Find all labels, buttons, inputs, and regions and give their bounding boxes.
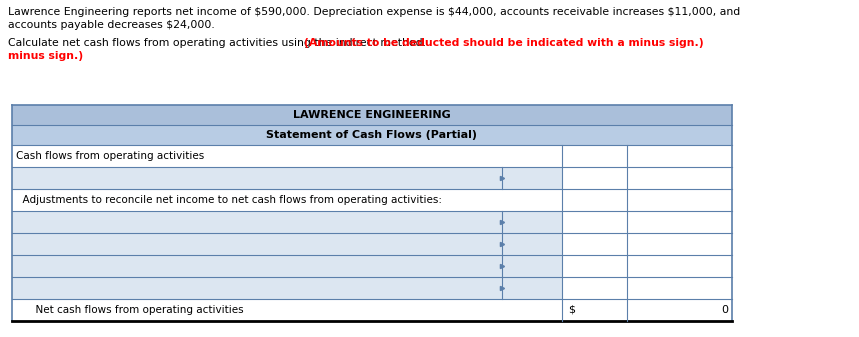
Bar (12, 189, 732, 211)
Text: 0: 0 (721, 305, 728, 315)
Text: Calculate net cash flows from operating activities using the indirect method.: Calculate net cash flows from operating … (8, 38, 430, 48)
Bar (12, 145, 732, 167)
Bar (502, 211, 562, 233)
Bar (12, 125, 732, 145)
Bar (12, 211, 732, 233)
Bar (12, 233, 732, 255)
Bar (12, 277, 502, 299)
Text: accounts payable decreases $24,000.: accounts payable decreases $24,000. (8, 20, 215, 30)
Bar (12, 167, 502, 189)
Bar (12, 299, 732, 321)
Bar (12, 167, 732, 189)
Bar (502, 233, 562, 255)
Text: Lawrence Engineering reports net income of $590,000. Depreciation expense is $44: Lawrence Engineering reports net income … (8, 7, 740, 17)
Text: Cash flows from operating activities: Cash flows from operating activities (16, 151, 204, 161)
Bar (12, 255, 502, 277)
Bar (12, 233, 502, 255)
Bar (502, 167, 562, 189)
Bar (12, 277, 732, 299)
Text: (Amounts to be deducted should be indicated with a minus sign.): (Amounts to be deducted should be indica… (304, 38, 704, 48)
Text: $: $ (568, 305, 575, 315)
Bar (12, 255, 732, 277)
Text: Net cash flows from operating activities: Net cash flows from operating activities (16, 305, 244, 315)
Text: minus sign.): minus sign.) (8, 51, 83, 61)
Bar (502, 277, 562, 299)
Text: Statement of Cash Flows (Partial): Statement of Cash Flows (Partial) (266, 130, 478, 140)
Bar (502, 255, 562, 277)
Bar (12, 211, 502, 233)
Text: LAWRENCE ENGINEERING: LAWRENCE ENGINEERING (293, 110, 451, 120)
Text: Adjustments to reconcile net income to net cash flows from operating activities:: Adjustments to reconcile net income to n… (16, 195, 442, 205)
Bar (12, 105, 732, 125)
